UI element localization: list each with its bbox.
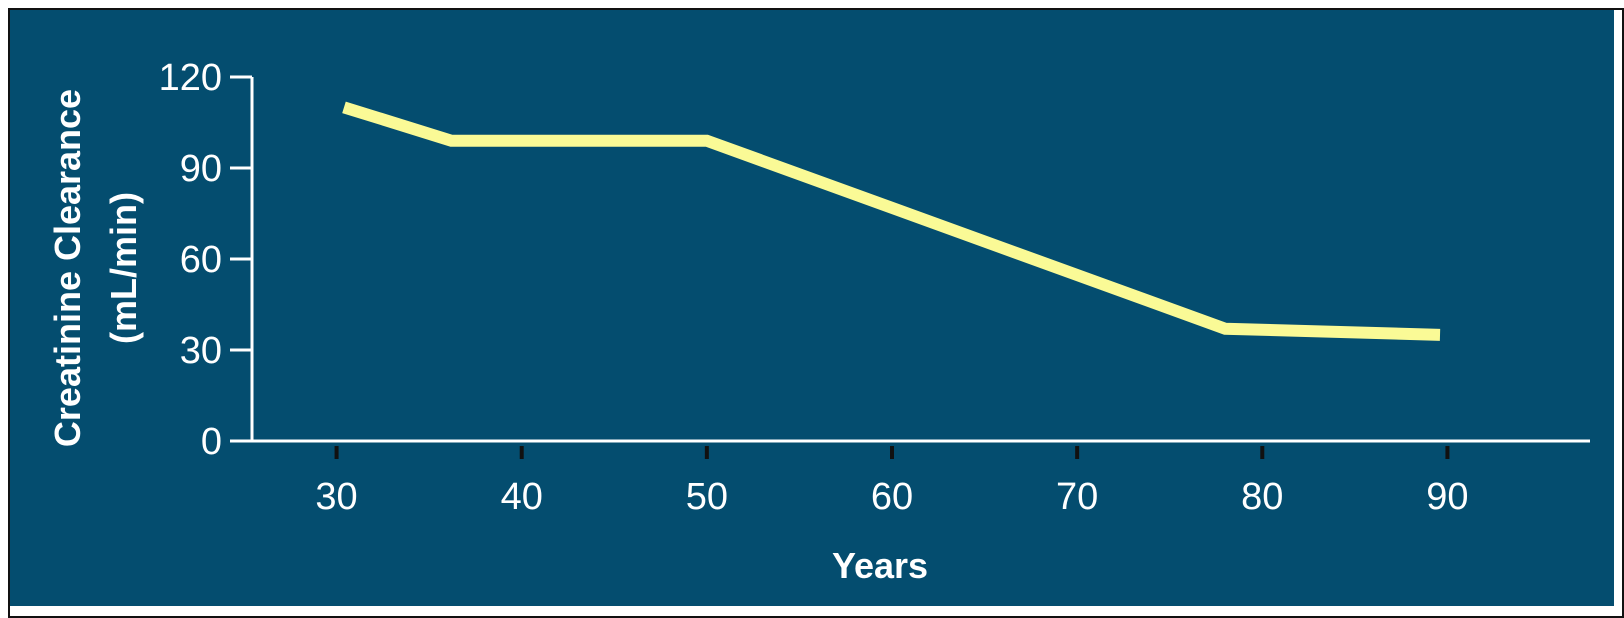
y-tick-label: 90: [180, 148, 222, 190]
y-tick-label: 60: [180, 239, 222, 281]
y-axis-title-line1: Creatinine Clearance: [47, 89, 88, 447]
y-tick-label: 0: [201, 421, 222, 463]
x-tick-label: 60: [871, 476, 913, 518]
x-tick-label: 40: [501, 476, 543, 518]
x-axis-ticks: 30 40 50 60 70 80 90: [315, 446, 1469, 518]
y-axis-ticks: 0 30 60 90 120: [159, 57, 252, 463]
series-layer: [342, 101, 1441, 341]
x-axis-title: Years: [832, 545, 928, 586]
x-tick-label: 90: [1426, 476, 1468, 518]
x-tick-label: 30: [315, 476, 357, 518]
y-tick-label: 30: [180, 330, 222, 372]
x-tick-label: 50: [686, 476, 728, 518]
x-tick-label: 80: [1241, 476, 1283, 518]
chart-frame: [8, 8, 1624, 618]
series-line: [342, 101, 1441, 341]
y-tick-label: 120: [159, 57, 222, 99]
chart-background: [10, 10, 1614, 606]
x-tick-label: 70: [1056, 476, 1098, 518]
y-axis-title-line2: (mL/min): [103, 192, 144, 344]
